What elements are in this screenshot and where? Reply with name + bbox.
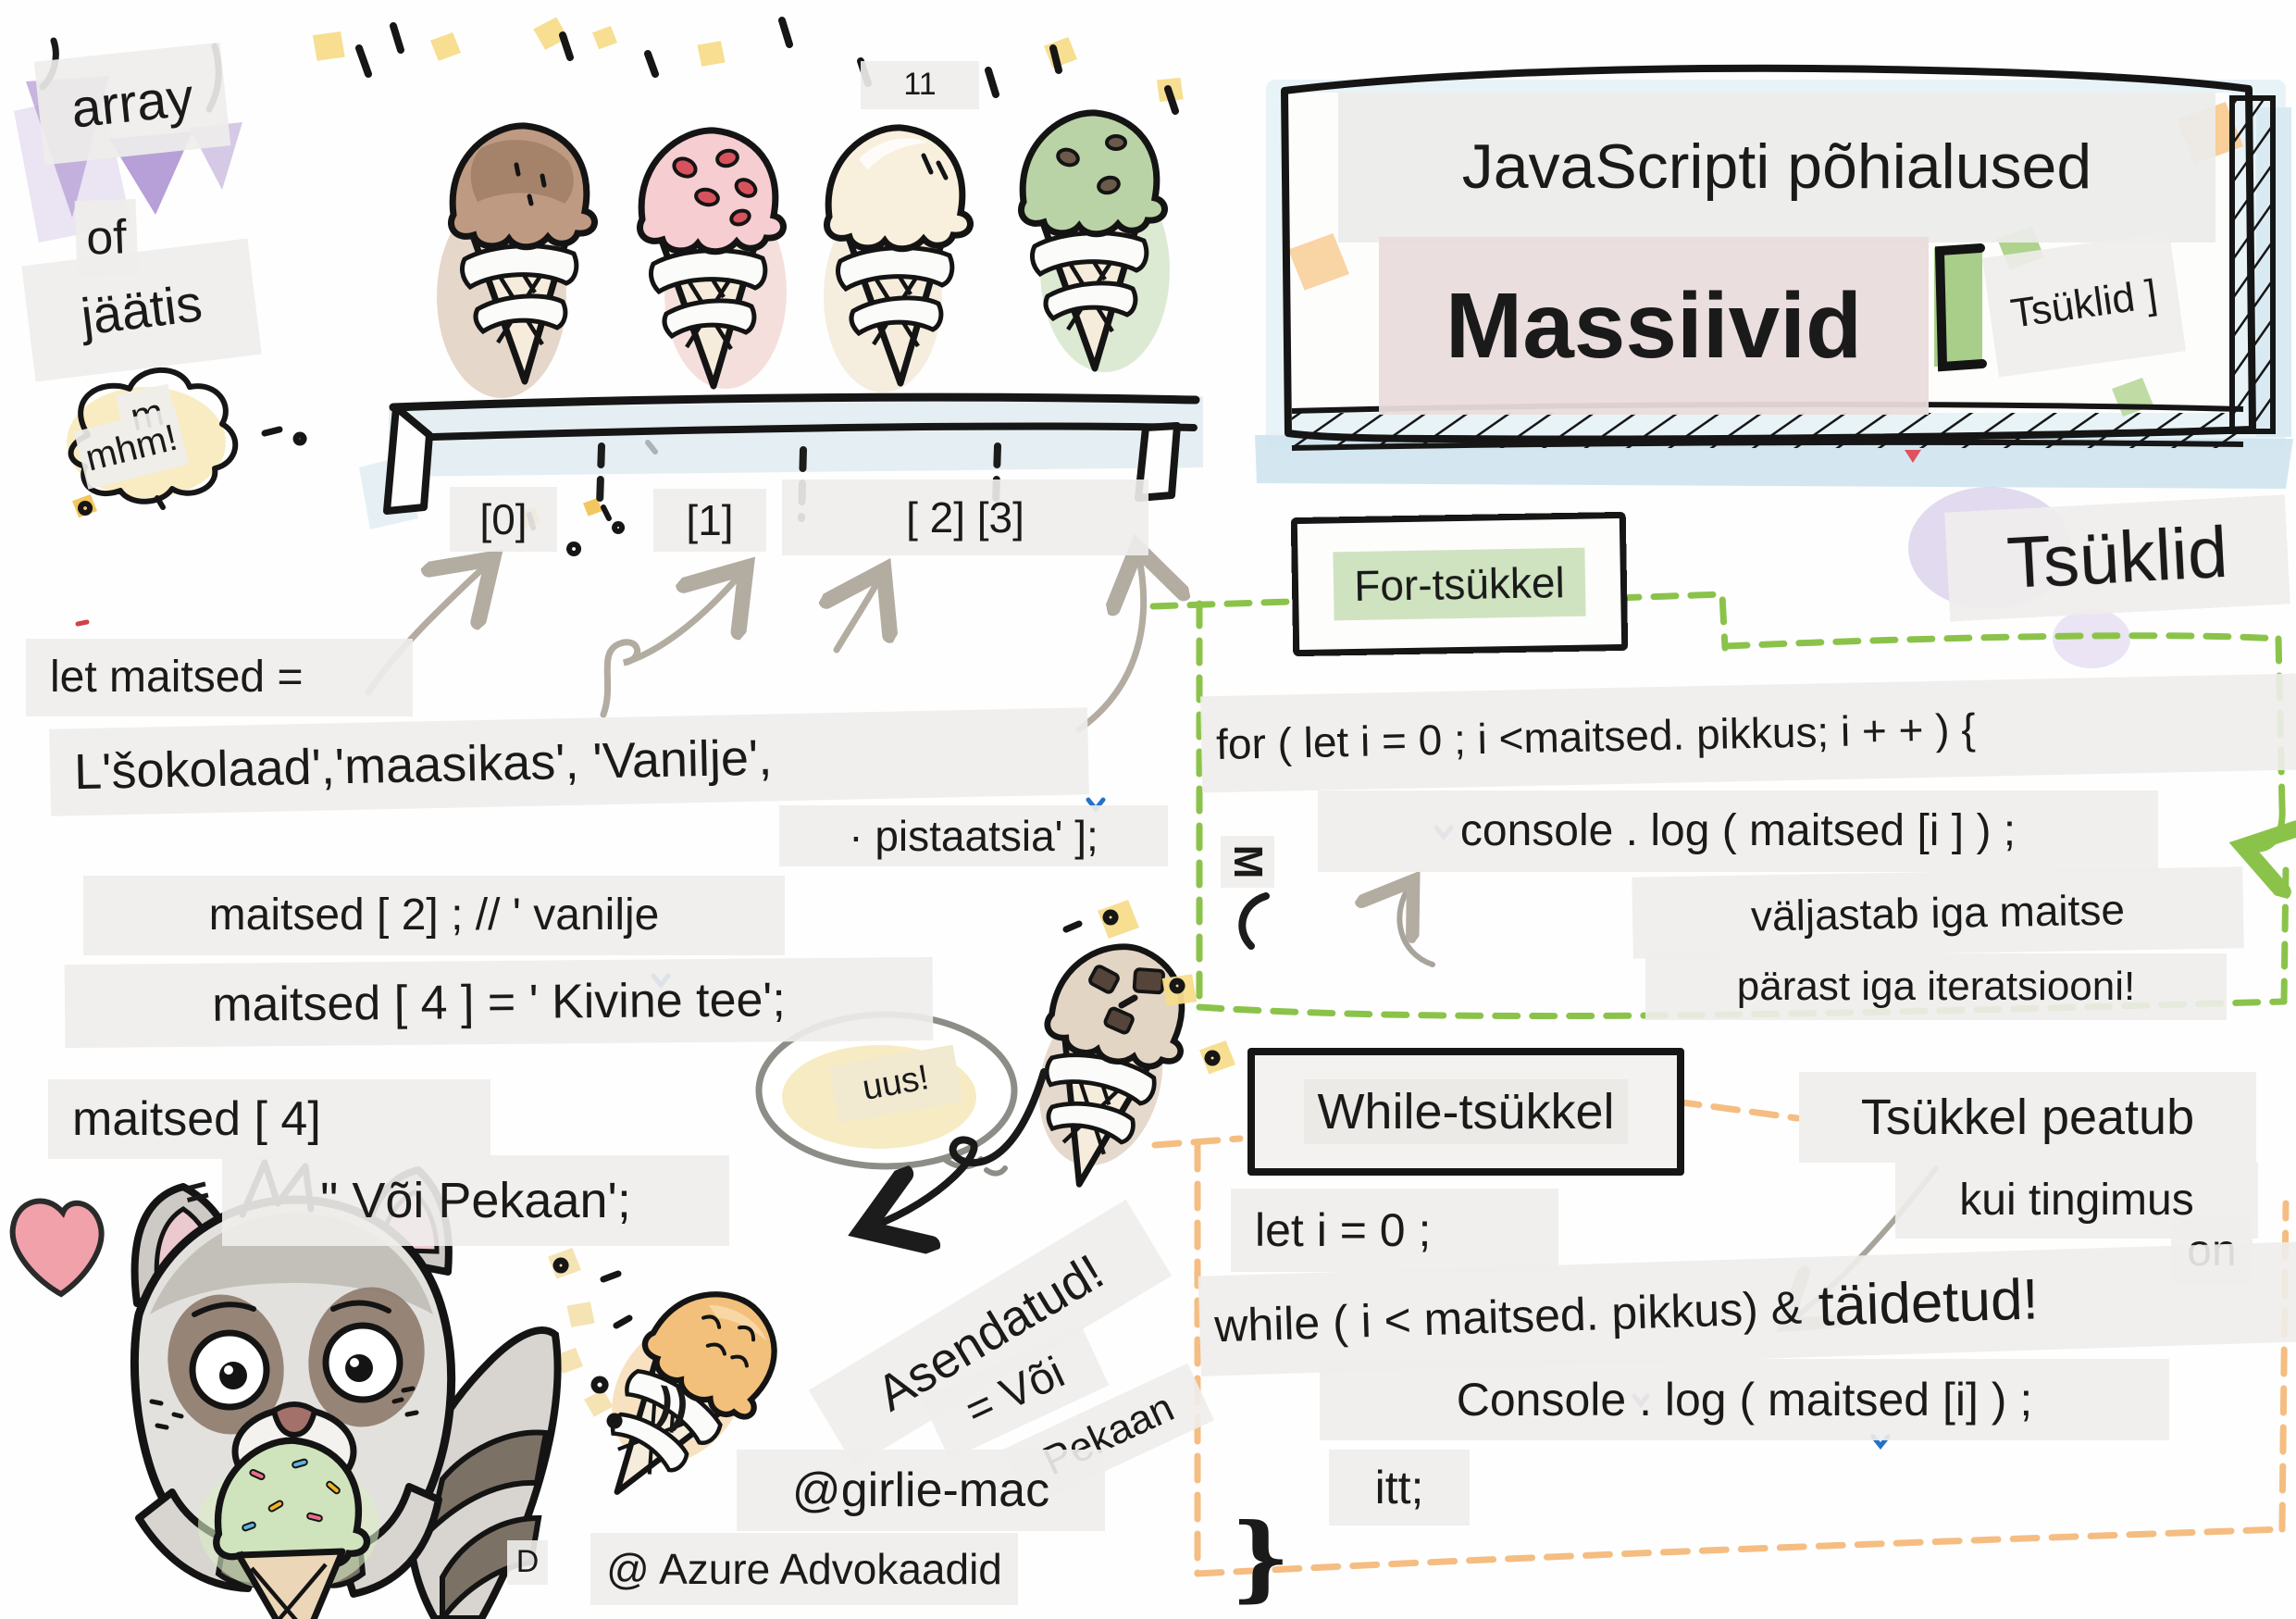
for-brace-mark: M (1221, 836, 1274, 888)
for-note-line2: pärast iga iteratsiooni! (1645, 953, 2227, 1020)
for-loop-label: For-tsükkel (1333, 547, 1586, 621)
credit-organization: @ Azure Advokaadid (590, 1533, 1018, 1605)
index-label-0: [0] (450, 487, 557, 552)
code-assign-line: maitsed [ 4 ] = ' Kivine tee'; (64, 956, 934, 1049)
while-note-line4: täidetud! (1817, 1267, 2040, 1339)
vanilla-cone (824, 128, 970, 392)
while-condition-text: while ( i < maitsed. pikkus) & (1213, 1281, 1803, 1352)
code-values-line2: · pistaatsia' ]; (779, 805, 1168, 866)
banner-title: JavaScripti põhialused (1338, 93, 2215, 243)
loops-heading: Tsüklid (1944, 494, 2290, 622)
while-note-line1: Tsükkel peatub (1799, 1072, 2256, 1163)
falling-choc-chip-cone (1011, 932, 1202, 1201)
code-declaration: let maitsed = (26, 639, 413, 716)
butter-pecan-cone (561, 1265, 802, 1529)
index-label-1: [1] (653, 489, 766, 552)
cone-letter: D (507, 1540, 548, 1585)
for-code-line2: console . log ( maitsed [i ] ) ; (1318, 791, 2158, 872)
code-index4-line: maitsed [ 4] (48, 1079, 490, 1159)
strawberry-cone (639, 131, 787, 389)
index-arrows (365, 554, 1144, 733)
confetti-pecan (548, 1248, 633, 1429)
code-pecan-line: " Või Pekaan'; (222, 1155, 729, 1246)
code-access-line: maitsed [ 2] ; // ' vanilje (83, 876, 785, 955)
while-code-line1: let i = 0 ; (1231, 1189, 1558, 1272)
confetti-falling-cone (1062, 900, 1235, 1075)
chocolate-cone (437, 126, 594, 398)
confetti-top (307, 15, 1189, 115)
for-note-line1: väljastab iga maitse (1632, 866, 2244, 959)
page-number: 11 (861, 61, 979, 109)
credit-handle: @girlie-mac (737, 1450, 1105, 1531)
for-loop-label-box: For-tsükkel (1290, 511, 1629, 657)
doodle-parens: )) (652, 1376, 693, 1434)
while-loop-label: While-tsükkel (1304, 1079, 1628, 1144)
while-code-line3: Console . log ( maitsed [i] ) ; (1320, 1359, 2169, 1440)
pistachio-cone (1021, 113, 1170, 372)
banner-subtitle: Massiivid (1379, 237, 1929, 415)
while-code-line4: itt; (1329, 1450, 1470, 1526)
while-loop-label-box: While-tsükkel (1247, 1048, 1684, 1176)
for-brace-curve (1238, 892, 1270, 950)
index-label-2-3: [ 2] [3] (782, 479, 1148, 555)
replacement-arrow (870, 1068, 1048, 1227)
array-banner-word: array (33, 42, 231, 166)
while-closing-brace: } (1230, 1501, 1291, 1612)
raccoon-illustration (130, 1159, 562, 1619)
heart-doodle (9, 1198, 105, 1298)
